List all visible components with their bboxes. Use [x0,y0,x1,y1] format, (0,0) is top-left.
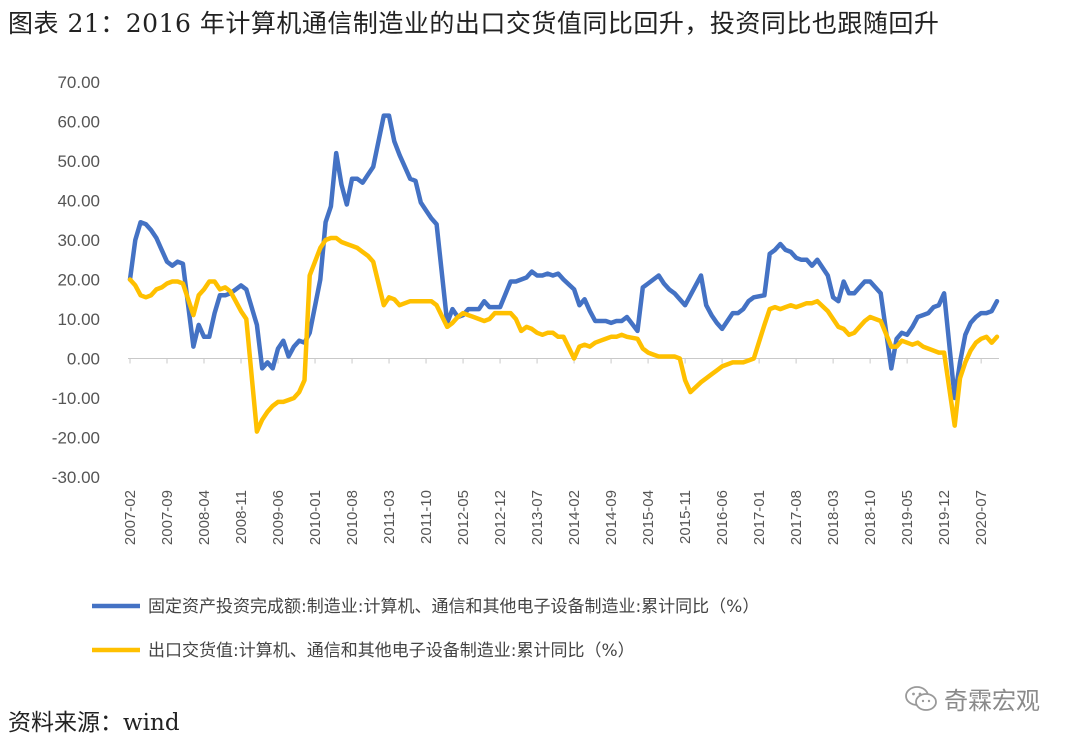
legend-label: 固定资产投资完成额:制造业:计算机、通信和其他电子设备制造业:累计同比（%） [148,597,759,617]
x-tick-label: 2018-03 [825,490,842,545]
x-tick-label: 2010-08 [344,490,361,545]
legend: 固定资产投资完成额:制造业:计算机、通信和其他电子设备制造业:累计同比（%） 出口… [92,597,759,661]
series-line-investment [127,113,1000,401]
x-tick-label: 2008-11 [233,490,250,544]
y-tick-label: 50.00 [57,152,100,171]
x-tick-label: 2007-02 [122,490,139,545]
x-tick-label: 2017-01 [751,490,768,545]
y-tick-label: 20.00 [57,271,100,290]
wechat-icon [905,685,937,711]
series-layer [127,113,1000,434]
y-tick-label: 70.00 [57,73,100,92]
legend-label: 出口交货值:计算机、通信和其他电子设备制造业:累计同比（%） [148,641,635,661]
y-tick-label: -20.00 [52,429,100,448]
y-tick-label: 0.00 [67,350,100,369]
y-tick-label: 60.00 [57,113,100,132]
x-axis-ticks: 2007-02 2007-09 2008-04 2008-11 2009-06 2010-… [122,358,990,545]
x-tick-label: 2016-06 [714,490,731,545]
x-tick-label: 2010-01 [307,490,324,545]
x-tick-label: 2014-02 [566,490,583,545]
series-line-export [127,235,1000,434]
y-tick-label: 40.00 [57,192,100,211]
x-tick-label: 2012-05 [455,490,472,545]
y-axis-ticks: 70.00 60.00 50.00 40.00 30.00 20.00 10.00 0.00 -… [52,73,100,487]
y-tick-label: 30.00 [57,231,100,250]
y-tick-label: 10.00 [57,310,100,329]
x-tick-label: 2014-09 [603,490,620,545]
x-tick-label: 2011-03 [381,490,398,544]
page-title: 图表 21：2016 年计算机通信制造业的出口交货值同比回升，投资同比也跟随回升 [8,9,940,38]
x-tick-label: 2012-12 [492,490,509,545]
x-tick-label: 2017-08 [788,490,805,545]
y-tick-label: -30.00 [52,468,100,487]
x-tick-label: 2013-07 [529,490,546,545]
x-tick-label: 2019-05 [899,490,916,545]
x-tick-label: 2015-11 [677,490,694,544]
watermark: 奇霖宏观 [904,681,1040,716]
x-tick-label: 2015-04 [640,490,657,545]
watermark-text: 奇霖宏观 [944,687,1040,715]
x-tick-label: 2008-04 [196,490,213,545]
x-tick-label: 2009-06 [270,490,287,545]
x-tick-label: 2007-09 [159,490,176,545]
x-tick-label: 2019-12 [936,490,953,545]
x-tick-label: 2018-10 [862,490,879,545]
x-tick-label: 2020-07 [973,490,990,545]
source-note: 资料来源：wind [8,710,180,736]
y-tick-label: -10.00 [52,389,100,408]
x-tick-label: 2011-10 [418,490,435,544]
